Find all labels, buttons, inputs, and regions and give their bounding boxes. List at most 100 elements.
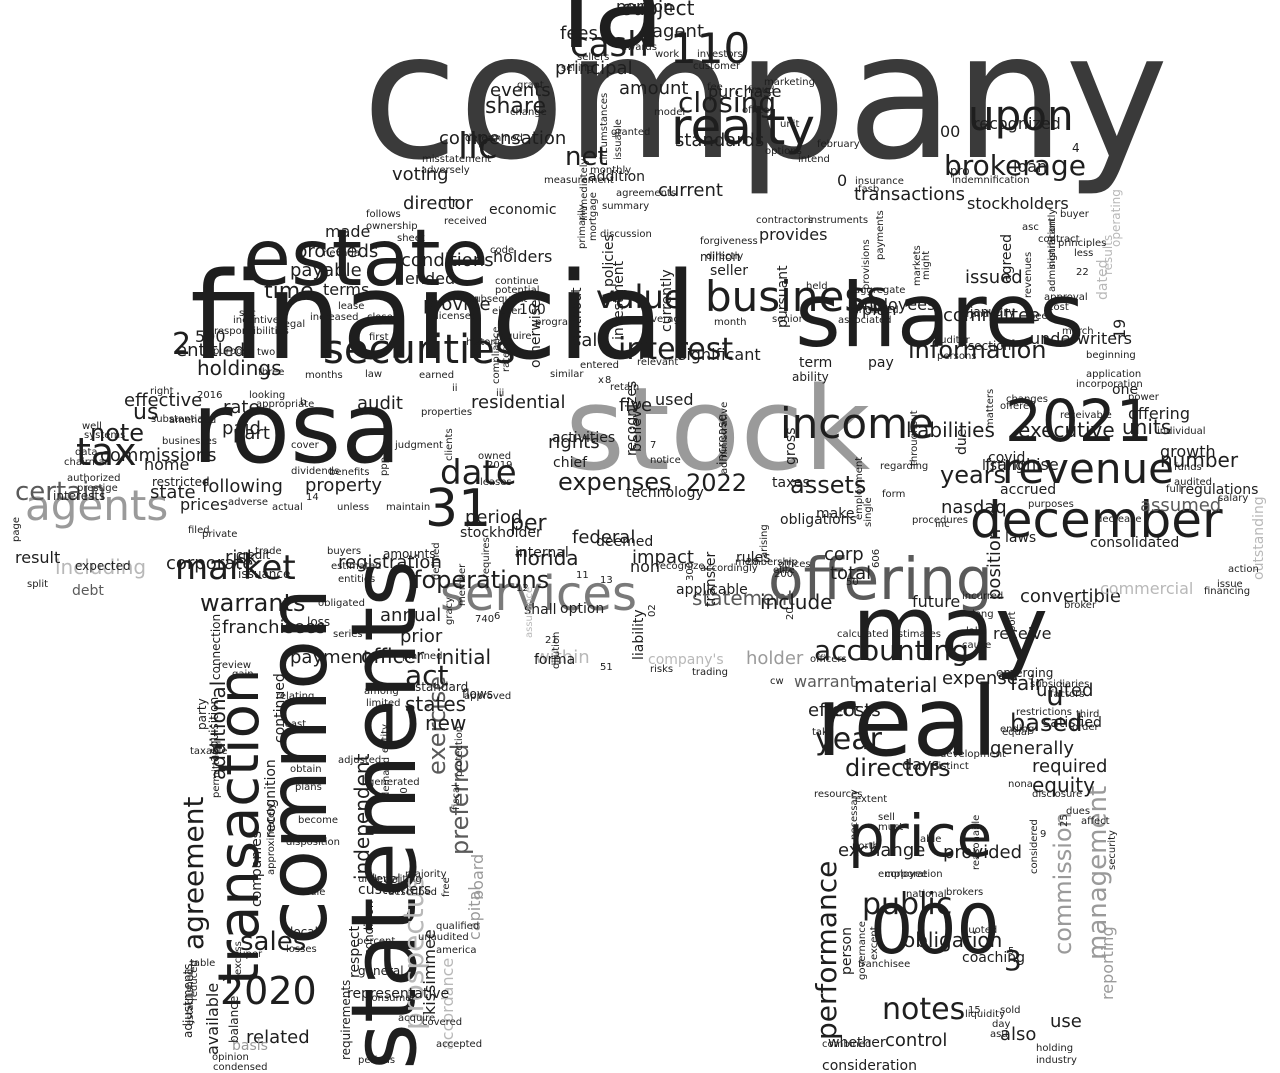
cloud-word-elite: elite bbox=[773, 565, 795, 576]
cloud-word-commissions: commissions bbox=[100, 445, 217, 466]
cloud-word-shares: shares bbox=[795, 264, 1085, 367]
cloud-word-8: 8 bbox=[605, 375, 612, 386]
cloud-word-terms: terms bbox=[323, 280, 370, 299]
cloud-word-number: number bbox=[1160, 448, 1239, 472]
cloud-word-holding: holding bbox=[1036, 1043, 1074, 1054]
cloud-word-employment: employment bbox=[854, 456, 865, 520]
cloud-word-properties: properties bbox=[421, 407, 473, 418]
cloud-word-national: national bbox=[906, 889, 947, 900]
cloud-word-trade: trade bbox=[255, 546, 282, 557]
cloud-word-well: well bbox=[82, 421, 102, 432]
cloud-word-transactions: transactions bbox=[854, 184, 966, 205]
cloud-word-monthly: monthly bbox=[590, 165, 632, 176]
cloud-word-fee: fee bbox=[707, 82, 723, 93]
cloud-word-require: require bbox=[496, 331, 532, 342]
cloud-word-0: 0 bbox=[837, 171, 848, 190]
cloud-word-net: net bbox=[565, 142, 608, 172]
cloud-word-2022: 2022 bbox=[686, 469, 748, 497]
cloud-word-50: 50 bbox=[846, 577, 859, 588]
cloud-word-recognized: recognized bbox=[973, 114, 1061, 133]
cloud-word-made: made bbox=[325, 222, 371, 241]
cloud-word-nona: nona bbox=[1008, 779, 1033, 790]
cloud-word-sale: sale bbox=[572, 330, 609, 351]
cloud-word-majority: majority bbox=[405, 869, 447, 880]
cloud-word-taxes: taxes bbox=[772, 475, 810, 491]
cloud-word-pay: pay bbox=[868, 355, 894, 371]
cloud-word-used: used bbox=[655, 390, 694, 409]
cloud-word-transfer: transfer bbox=[703, 551, 719, 607]
cloud-word-adjusted: adjusted bbox=[338, 755, 382, 766]
cloud-word-holder: holder bbox=[746, 648, 804, 669]
cloud-word-based: based bbox=[1010, 709, 1083, 737]
cloud-word-individual: individual bbox=[1157, 426, 1206, 437]
cloud-word-foperations: foperations bbox=[413, 566, 550, 594]
cloud-word-purchase: purchase bbox=[708, 82, 782, 101]
cloud-word-equity: equity bbox=[1032, 773, 1095, 797]
cloud-word-adverse: adverse bbox=[228, 497, 269, 508]
cloud-word-measurement: measurement bbox=[544, 175, 614, 186]
cloud-word-lake: lake bbox=[966, 626, 987, 637]
cloud-word-accounting: accounting bbox=[814, 634, 969, 667]
cloud-word-5: 5 bbox=[1008, 946, 1015, 957]
cloud-word-current: current bbox=[658, 180, 723, 201]
cloud-word-associated: associated bbox=[838, 315, 892, 326]
cloud-word-expenses: expenses bbox=[558, 468, 672, 496]
cloud-word-stock: stock bbox=[565, 363, 871, 497]
cloud-word-brokerage: brokerage bbox=[944, 149, 1086, 182]
cloud-word-gain: gain bbox=[232, 669, 254, 680]
cloud-word-notes: notes bbox=[882, 992, 966, 1027]
cloud-word-trading: trading bbox=[692, 667, 728, 678]
cloud-word-regulations: regulations bbox=[1180, 482, 1259, 498]
cloud-word-accrued: accrued bbox=[1000, 482, 1057, 498]
cloud-word-senior: senior bbox=[772, 314, 803, 325]
cloud-word-membership: membership bbox=[735, 557, 798, 568]
cloud-word-annual: annual bbox=[380, 605, 442, 626]
cloud-word-affect: affect bbox=[1081, 816, 1110, 827]
cloud-word-offering: offering bbox=[1128, 404, 1190, 423]
cloud-word-considered: considered bbox=[1029, 819, 1040, 874]
cloud-word-investors: investors bbox=[697, 49, 743, 60]
cloud-word-states: states bbox=[405, 692, 467, 716]
cloud-word-effect: effect bbox=[808, 700, 860, 721]
cloud-word-rule: rule bbox=[306, 887, 326, 898]
cloud-word-owned: owned bbox=[478, 451, 512, 462]
cloud-word-holders: holders bbox=[493, 247, 553, 266]
cloud-word-rate: rate bbox=[223, 397, 260, 418]
cloud-word-approved: approved bbox=[464, 691, 512, 702]
cloud-word-independent: independent bbox=[350, 753, 374, 880]
cloud-word-significantly: significantly bbox=[1047, 208, 1058, 269]
cloud-word-historical: historical bbox=[466, 337, 512, 348]
cloud-word-circumstances: circumstances bbox=[599, 92, 610, 165]
cloud-word-2021: 2021 bbox=[1005, 387, 1153, 455]
cloud-word-subject: subject bbox=[622, 0, 695, 20]
cloud-word-less: less bbox=[1074, 248, 1094, 259]
cloud-word-representative: representative bbox=[347, 986, 450, 1002]
cloud-word-30: 30 bbox=[399, 787, 410, 800]
cloud-word-retain: retain bbox=[610, 382, 640, 393]
cloud-word-awards: awards bbox=[621, 42, 657, 53]
cloud-word-review: review bbox=[218, 660, 252, 671]
cloud-word-entity: entity bbox=[380, 723, 391, 753]
cloud-word-super: super bbox=[234, 949, 263, 960]
cloud-word-within: within bbox=[535, 647, 590, 668]
cloud-word-gross: gross bbox=[783, 427, 799, 466]
cloud-word-order: order bbox=[1072, 722, 1099, 733]
cloud-word-expense: expense bbox=[942, 668, 1018, 689]
cloud-word-distinct: distinct bbox=[932, 761, 969, 772]
cloud-word-beginning: beginning bbox=[1086, 350, 1136, 361]
cloud-word-14: 14 bbox=[306, 492, 319, 503]
cloud-word-report: report bbox=[1007, 611, 1018, 642]
cloud-word-u: u bbox=[1046, 679, 1064, 712]
cloud-word-warrant: warrant bbox=[794, 672, 856, 691]
cloud-word-asu: asu bbox=[990, 1029, 1008, 1040]
cloud-word-application: application bbox=[1086, 369, 1142, 380]
cloud-word-disclosure: disclosure bbox=[1032, 789, 1083, 800]
cloud-word-board: board bbox=[468, 853, 487, 900]
cloud-word-costs: costs bbox=[834, 700, 881, 721]
cloud-word-right: right bbox=[150, 386, 174, 397]
cloud-word-ended: ended bbox=[405, 269, 456, 288]
cloud-word-take: take bbox=[812, 727, 834, 738]
cloud-word-reduced: reduced bbox=[189, 960, 200, 1001]
cloud-word-unit: unit bbox=[780, 119, 800, 130]
cloud-word-tax: tax bbox=[76, 430, 137, 474]
